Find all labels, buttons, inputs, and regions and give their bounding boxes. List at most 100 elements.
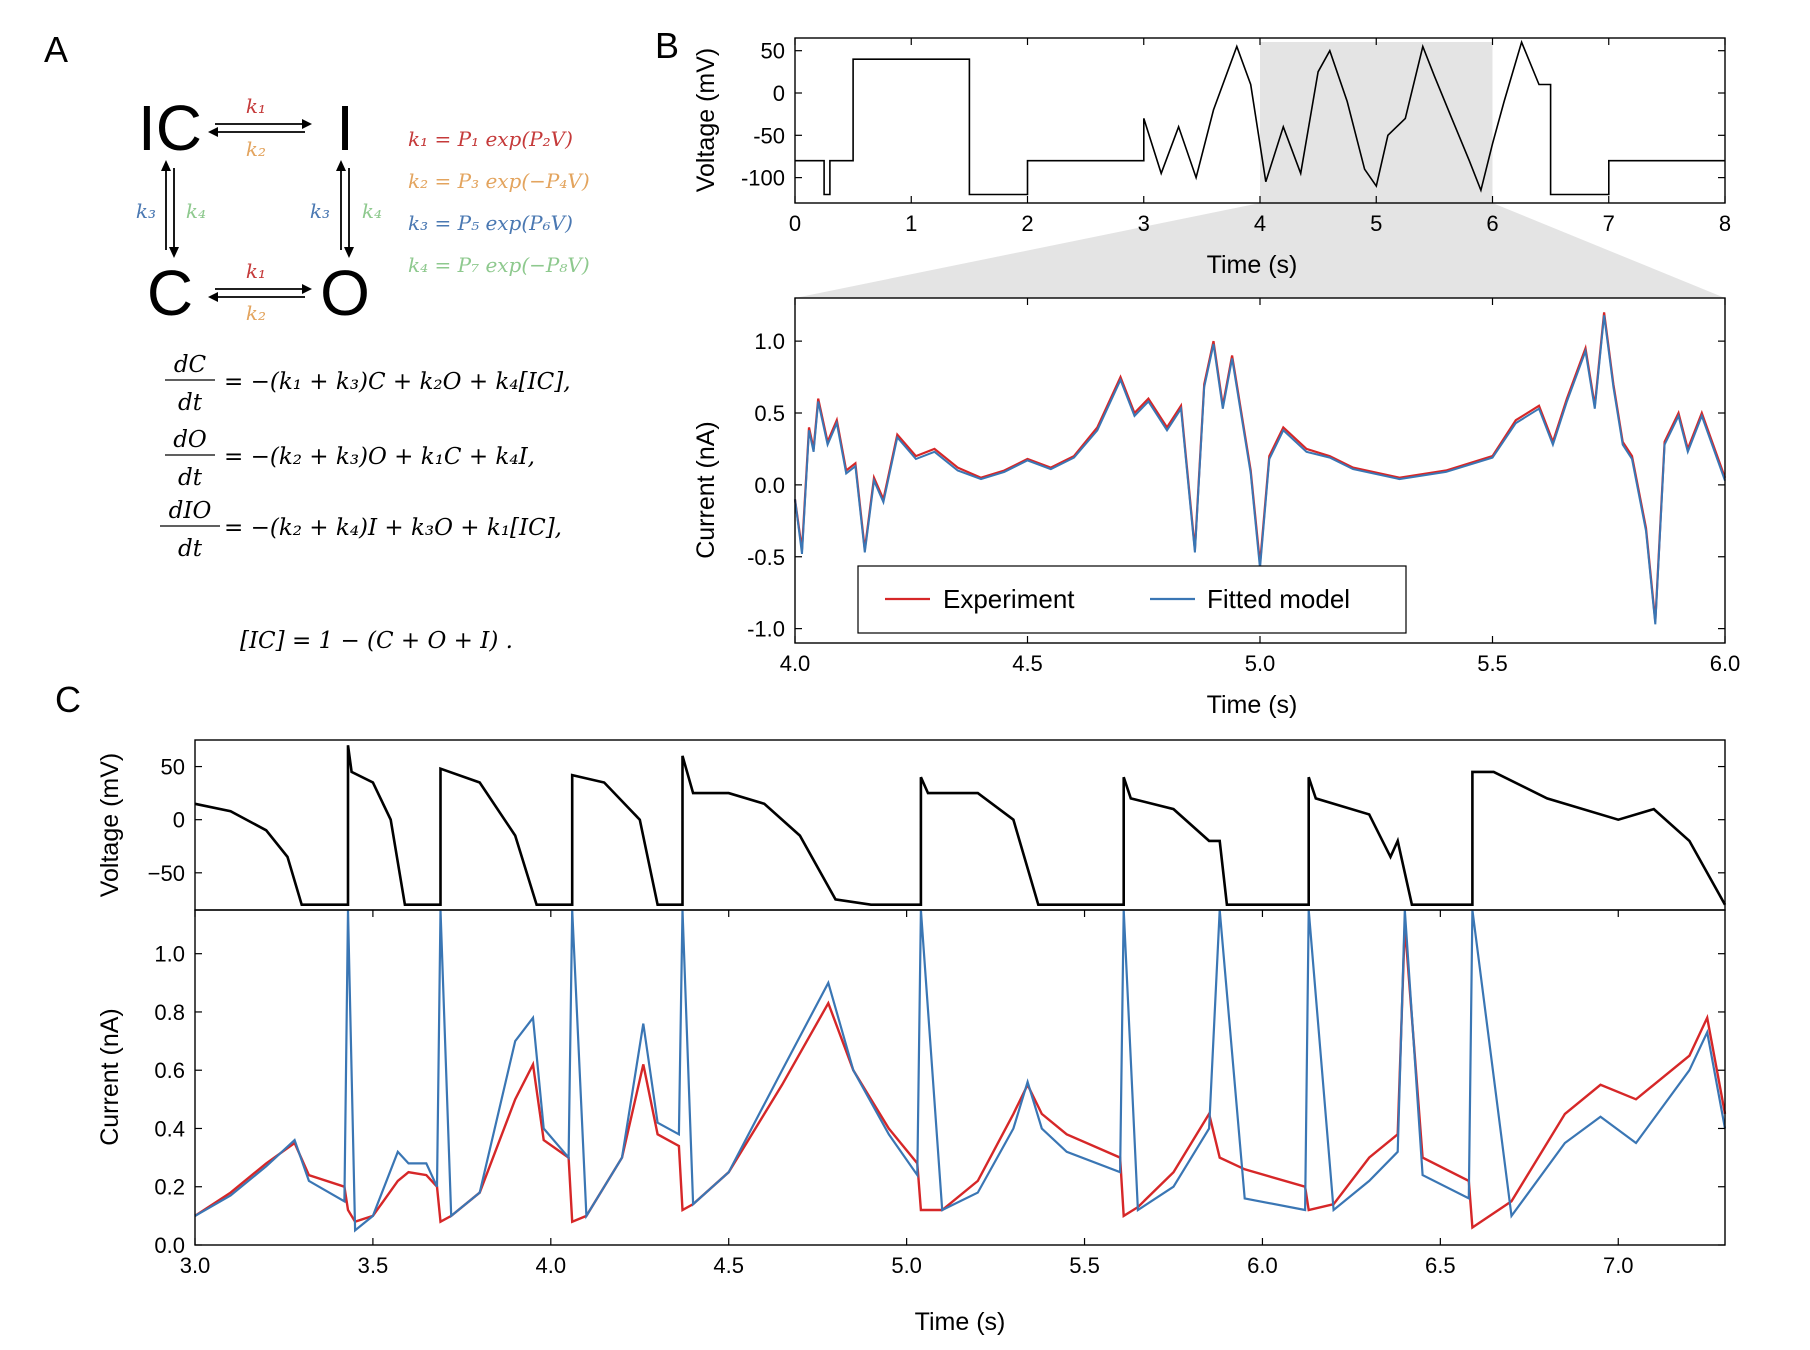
y-tick-label: 50: [761, 39, 785, 64]
ticks-c-top: 50 0 −50: [148, 755, 1725, 886]
state-o: O: [320, 257, 370, 329]
eq-dio-numerator: dIO: [169, 498, 212, 524]
x-tick-label: 4: [1254, 211, 1266, 236]
y-tick-label: 0.8: [154, 1000, 185, 1025]
ylabel-c-bottom: Current (nA): [96, 1008, 124, 1146]
y-tick-label: 0.6: [154, 1058, 185, 1083]
chart-b-voltage: 0 1 2 3 4 5 6 7 8 50 0 -50 -100 Time (s) Voltage (mV…: [692, 37, 1731, 298]
ticks-b-top: 0 1 2 3 4 5 6 7 8 50 0 -50 -100: [741, 38, 1731, 236]
x-tick-label: 7.0: [1603, 1253, 1634, 1278]
voltage-protocol-line: [795, 39, 1725, 196]
legend-box: [857, 565, 1407, 634]
x-tick-label: 5.0: [1245, 651, 1276, 676]
equation-ic-constraint: [IC] = 1 − (C + O + I) .: [240, 628, 513, 654]
arrow-c-to-ic: [161, 160, 171, 250]
x-tick-label: 4.0: [780, 651, 811, 676]
x-tick-label: 2: [1021, 211, 1033, 236]
x-tick-label: 6.0: [1247, 1253, 1278, 1278]
label-k4-right: k₄: [362, 199, 382, 223]
y-tick-label: -0.5: [747, 545, 785, 570]
x-tick-label: 8: [1719, 211, 1731, 236]
ticks-c-bottom: 3.0 3.5 4.0 4.5 5.0 5.5 6.0 6.5 7.0 1.0 0.8 0.6 0.4 0…: [154, 910, 1725, 1278]
eq-dc-denominator: dt: [178, 390, 203, 416]
model-line: [194, 909, 1727, 1233]
rate-formula-k3: k₃ = P₅ exp(P₆V): [408, 211, 573, 235]
arrow-ic-to-c: [169, 168, 179, 258]
ylabel-b-bottom: Current (nA): [692, 421, 720, 559]
axes-frame-c-top: [194, 739, 1726, 911]
panel-a: A IC I C O k₁ k₂ k₁ k₂: [44, 29, 590, 654]
x-tick-label: 4.0: [536, 1253, 567, 1278]
eq-dio-denominator: dt: [178, 536, 203, 562]
y-tick-label: -100: [741, 166, 785, 191]
xlabel-b-top: Time (s): [1207, 251, 1298, 279]
y-tick-label: -1.0: [747, 617, 785, 642]
chart-c-voltage: 50 0 −50 Voltage (mV): [96, 739, 1727, 911]
state-ic: IC: [138, 92, 202, 164]
arrow-c-to-o: [215, 284, 312, 294]
voltage-ap-line: [194, 745, 1727, 906]
arrow-i-to-o: [344, 168, 354, 258]
ylabel-c-top: Voltage (mV): [96, 753, 124, 898]
x-tick-label: 3: [1138, 211, 1150, 236]
label-k1-bottom: k₁: [246, 259, 266, 283]
y-tick-label: −50: [148, 861, 185, 886]
label-k3-left: k₃: [136, 199, 156, 223]
panel-letter-b: B: [655, 25, 679, 66]
state-i: I: [336, 92, 354, 164]
y-tick-label: -50: [753, 123, 785, 148]
rate-formula-k4: k₄ = P₇ exp(−P₈V): [408, 253, 590, 277]
x-tick-label: 3.5: [358, 1253, 389, 1278]
legend: Experiment Fitted model: [857, 565, 1407, 634]
y-tick-label: 0.2: [154, 1175, 185, 1200]
eq-do-denominator: dt: [178, 465, 203, 491]
label-k2-top: k₂: [246, 137, 266, 161]
y-tick-label: 0.0: [754, 473, 785, 498]
legend-label-experiment: Experiment: [943, 584, 1075, 614]
equation-do: dO dt = −(k₂ + k₃)O + k₁C + k₄I,: [165, 427, 535, 491]
x-tick-label: 4.5: [1012, 651, 1043, 676]
x-tick-label: 1: [905, 211, 917, 236]
xlabel-c-bottom: Time (s): [915, 1308, 1006, 1336]
x-tick-label: 3.0: [180, 1253, 211, 1278]
y-tick-label: 50: [161, 755, 185, 780]
label-k2-bottom: k₂: [246, 301, 266, 325]
ylabel-b-top: Voltage (mV): [692, 48, 720, 193]
model-line: [794, 315, 1726, 625]
y-tick-label: 0.5: [754, 401, 785, 426]
rate-formula-k2: k₂ = P₃ exp(−P₄V): [408, 169, 590, 193]
panel-letter-a: A: [44, 29, 68, 70]
x-tick-label: 5.5: [1477, 651, 1508, 676]
eq-do-numerator: dO: [173, 427, 207, 453]
eq-dc-rhs: = −(k₁ + k₃)C + k₂O + k₄[IC],: [224, 369, 571, 395]
legend-label-model: Fitted model: [1207, 584, 1350, 614]
y-tick-label: 0: [773, 81, 785, 106]
y-tick-label: 0.4: [154, 1116, 185, 1141]
panel-letter-c: C: [55, 679, 81, 720]
experiment-line: [194, 924, 1727, 1230]
arrow-o-to-c: [208, 292, 305, 302]
arrow-ic-to-i: [215, 119, 312, 129]
y-tick-label: 1.0: [154, 942, 185, 967]
x-tick-label: 5.5: [1069, 1253, 1100, 1278]
equation-dio: dIO dt = −(k₂ + k₄)I + k₃O + k₁[IC],: [160, 498, 562, 562]
xlabel-b-bottom: Time (s): [1207, 691, 1298, 719]
highlight-window: [1260, 42, 1493, 203]
x-tick-label: 4.5: [713, 1253, 744, 1278]
eq-do-rhs: = −(k₂ + k₃)O + k₁C + k₄I,: [224, 444, 535, 470]
chart-b-current: 4.0 4.5 5.0 5.5 6.0 1.0 0.5 0.0 -0.5 -1.0 Time (s…: [692, 297, 1740, 719]
ticks-b-bottom: 4.0 4.5 5.0 5.5 6.0 1.0 0.5 0.0 -0.5 -1.0: [747, 298, 1740, 676]
eq-dio-rhs: = −(k₂ + k₄)I + k₃O + k₁[IC],: [224, 515, 562, 541]
y-tick-label: 0.0: [154, 1233, 185, 1258]
x-tick-label: 6: [1486, 211, 1498, 236]
state-c: C: [147, 257, 193, 329]
label-k3-right: k₃: [310, 199, 330, 223]
x-tick-label: 7: [1603, 211, 1615, 236]
arrow-o-to-i: [336, 160, 346, 250]
rate-formula-k1: k₁ = P₁ exp(P₂V): [408, 127, 573, 151]
x-tick-label: 5: [1370, 211, 1382, 236]
x-tick-label: 6.5: [1425, 1253, 1456, 1278]
x-tick-label: 5.0: [891, 1253, 922, 1278]
equation-dc: dC dt = −(k₁ + k₃)C + k₂O + k₄[IC],: [165, 352, 571, 416]
